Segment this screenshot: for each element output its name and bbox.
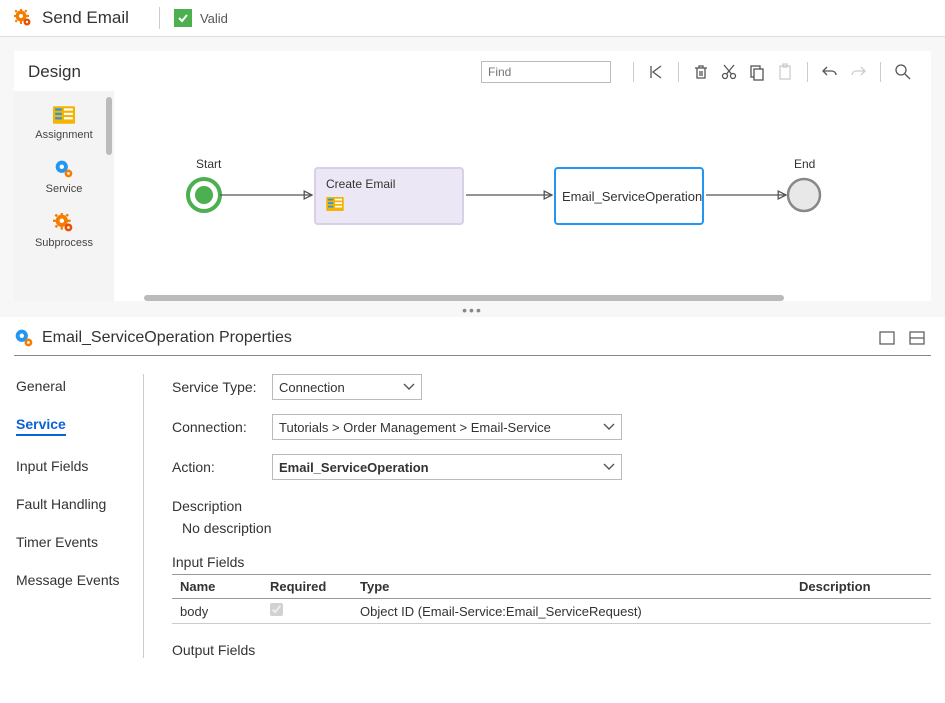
trash-icon[interactable] — [690, 61, 712, 83]
properties-gear-icon — [14, 328, 34, 348]
cell-name: body — [172, 599, 262, 624]
panel-drag-handle[interactable]: ••• — [0, 301, 945, 317]
valid-label: Valid — [200, 11, 228, 26]
layout-split-icon[interactable] — [906, 327, 928, 349]
tab-service[interactable]: Service — [16, 416, 66, 436]
chevron-down-icon — [403, 383, 415, 391]
input-fields-table: Name Required Type Description body Obje… — [172, 574, 931, 624]
node-label: Create Email — [326, 177, 452, 191]
input-fields-heading: Input Fields — [172, 554, 931, 570]
redo-icon[interactable] — [847, 61, 869, 83]
palette: Assignment Service Subprocess — [14, 91, 114, 301]
action-label: Action: — [172, 459, 262, 475]
canvas-scrollbar[interactable] — [144, 295, 784, 301]
palette-label: Subprocess — [35, 237, 93, 249]
tab-message-events[interactable]: Message Events — [16, 572, 143, 588]
tab-general[interactable]: General — [16, 378, 143, 394]
col-description: Description — [791, 575, 931, 599]
tab-input-fields[interactable]: Input Fields — [16, 458, 143, 474]
palette-item-assignment[interactable]: Assignment — [35, 105, 92, 141]
service-type-label: Service Type: — [172, 379, 262, 395]
start-label: Start — [196, 157, 221, 171]
layout-single-icon[interactable] — [876, 327, 898, 349]
node-email-service-operation[interactable]: Email_ServiceOperation — [554, 167, 704, 225]
action-select[interactable]: Email_ServiceOperation — [272, 454, 622, 480]
page-title: Send Email — [42, 8, 129, 28]
connection-label: Connection: — [172, 419, 262, 435]
design-toolbar — [481, 61, 917, 83]
app-gear-icon — [14, 9, 32, 27]
chevron-down-icon — [603, 463, 615, 471]
end-label: End — [794, 157, 815, 171]
cell-required — [262, 599, 352, 624]
go-start-icon[interactable] — [645, 61, 667, 83]
palette-item-subprocess[interactable]: Subprocess — [35, 213, 93, 249]
paste-icon[interactable] — [774, 61, 796, 83]
palette-label: Service — [46, 183, 83, 195]
design-heading: Design — [28, 62, 81, 82]
palette-scrollbar[interactable] — [106, 97, 112, 155]
valid-check-icon — [174, 9, 192, 27]
node-label: Email_ServiceOperation — [562, 189, 702, 204]
undo-icon[interactable] — [819, 61, 841, 83]
chevron-down-icon — [603, 423, 615, 431]
zoom-icon[interactable] — [892, 61, 914, 83]
title-bar: Send Email Valid — [0, 0, 945, 36]
properties-title: Email_ServiceOperation Properties — [42, 329, 292, 347]
title-divider — [159, 7, 160, 29]
col-type: Type — [352, 575, 791, 599]
required-checkbox — [270, 603, 283, 616]
connection-select[interactable]: Tutorials > Order Management > Email-Ser… — [272, 414, 622, 440]
flow-canvas[interactable]: Start End Create Email Email_ServiceOper… — [114, 91, 931, 301]
col-name: Name — [172, 575, 262, 599]
find-input[interactable] — [481, 61, 611, 83]
copy-icon[interactable] — [746, 61, 768, 83]
cut-icon[interactable] — [718, 61, 740, 83]
description-value: No description — [172, 520, 931, 536]
properties-tabs: General Service Input Fields Fault Handl… — [14, 374, 144, 658]
description-heading: Description — [172, 498, 931, 514]
cell-description — [791, 599, 931, 624]
tab-fault-handling[interactable]: Fault Handling — [16, 496, 143, 512]
table-row[interactable]: body Object ID (Email-Service:Email_Serv… — [172, 599, 931, 624]
tab-timer-events[interactable]: Timer Events — [16, 534, 143, 550]
node-create-email[interactable]: Create Email — [314, 167, 464, 225]
output-fields-heading: Output Fields — [172, 642, 931, 658]
col-required: Required — [262, 575, 352, 599]
palette-item-service[interactable]: Service — [46, 159, 83, 195]
cell-type: Object ID (Email-Service:Email_ServiceRe… — [352, 599, 791, 624]
service-type-select[interactable]: Connection — [272, 374, 422, 400]
palette-label: Assignment — [35, 129, 92, 141]
